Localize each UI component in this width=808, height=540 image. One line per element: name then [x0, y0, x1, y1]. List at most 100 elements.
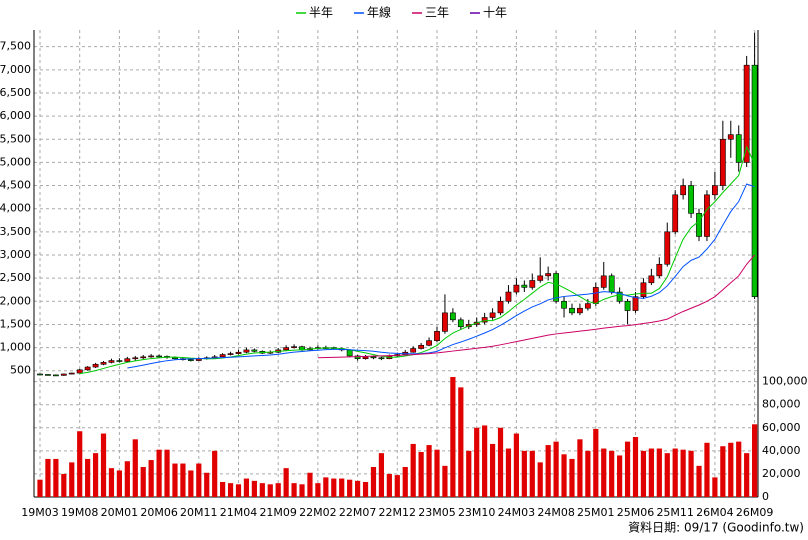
x-tick-label: 22M07 [339, 506, 377, 519]
volume-bar [632, 437, 639, 497]
candle-body [124, 358, 131, 362]
volume-bar [418, 452, 424, 497]
volume-bar [196, 463, 202, 497]
x-tick-label: 26M04 [696, 506, 734, 519]
volume-bar [307, 472, 313, 497]
candle-body [672, 194, 679, 233]
volume-bar [617, 455, 623, 497]
volume-bar [212, 450, 218, 497]
candle-body [457, 319, 464, 328]
candle-body [442, 312, 448, 332]
x-tick-label: 21M04 [220, 506, 258, 519]
volume-bar [537, 462, 543, 497]
candle-body [481, 317, 488, 323]
volume-bar [204, 472, 210, 497]
volume-bar [434, 449, 440, 497]
candle-body [664, 231, 671, 265]
volume-bar [450, 377, 456, 497]
volume-bar [323, 477, 329, 497]
volume-bar [188, 470, 194, 497]
volume-bar [672, 448, 678, 497]
x-tick-label: 20M11 [180, 506, 218, 519]
volume-bar [601, 448, 607, 497]
volume-bar [561, 454, 567, 497]
volume-bar [164, 449, 170, 497]
volume-bar [92, 453, 99, 497]
candle-body [362, 356, 369, 360]
candle-body [696, 213, 702, 237]
y-tick-label: 5,500 [0, 132, 31, 145]
candle-body [489, 312, 496, 318]
volume-bar [624, 441, 631, 497]
y-tick-label: 3,000 [0, 248, 31, 261]
volume-bar [116, 470, 122, 497]
y-tick-label: 6,000 [0, 109, 31, 122]
candle-body [243, 349, 250, 353]
candle-body [52, 374, 59, 377]
volume-bar [299, 484, 305, 497]
volume-bar [259, 483, 265, 497]
y-tick-label: 4,500 [0, 179, 31, 192]
volume-bar [77, 431, 83, 497]
candle-body [140, 356, 147, 359]
volume-bar [85, 458, 91, 497]
legend-label: 半年 [309, 6, 333, 20]
y-tick-label: 3,500 [0, 225, 31, 238]
volume-bar [251, 480, 257, 497]
candle-body [711, 185, 718, 196]
candle-body [545, 273, 552, 277]
volume-bar [235, 484, 242, 497]
candle-body [92, 363, 99, 368]
volume-bar [347, 479, 353, 497]
volume-bar [688, 450, 694, 497]
candle-body [656, 263, 663, 277]
candle-body [410, 348, 417, 353]
volume-bar [370, 467, 377, 497]
volume-bar [243, 478, 250, 497]
volume-bar [458, 387, 464, 497]
candle-body [346, 349, 353, 357]
y2-tick-label: 60,000 [762, 421, 801, 434]
volume-bar [394, 475, 400, 497]
candle-body [84, 366, 91, 371]
y2-tick-label: 80,000 [762, 398, 801, 411]
volume-bar [521, 450, 527, 497]
y-tick-label: 2,500 [0, 271, 31, 284]
x-tick-label: 25M11 [656, 506, 694, 519]
x-tick-label: 20M01 [101, 506, 139, 519]
candle-body [116, 360, 123, 362]
candle-body [227, 353, 234, 355]
candle-body [108, 360, 115, 363]
volume-bar [482, 425, 488, 497]
volume-bar [529, 450, 535, 497]
volume-bar [291, 483, 297, 497]
y-tick-label: 5,000 [0, 155, 31, 168]
volume-bar [442, 465, 448, 497]
candle-body [561, 300, 567, 309]
candle-body [434, 331, 440, 341]
candle-body [577, 307, 583, 314]
volume-bar [100, 433, 107, 497]
candle-body [378, 357, 385, 360]
volume-bar [362, 482, 369, 497]
volume-bar [386, 473, 392, 497]
y-tick-label: 1,000 [0, 341, 31, 354]
candle-body [537, 275, 544, 281]
x-tick-label: 22M12 [379, 506, 417, 519]
volume-bar [736, 441, 742, 497]
source-note: 資料日期: 09/17 (Goodinfo.tw) [628, 521, 804, 535]
candle-body [291, 346, 297, 348]
y2-tick-label: 100,000 [762, 375, 808, 388]
volume-bar [53, 458, 59, 497]
candle-body [735, 134, 742, 163]
volume-bar [569, 458, 575, 497]
candle-body [727, 134, 734, 140]
candle-body [235, 351, 242, 354]
candle-body [569, 307, 575, 314]
y-tick-label: 2,000 [0, 294, 31, 307]
x-tick-label: 26M09 [736, 506, 774, 519]
candle-body [640, 282, 647, 297]
volume-bar [108, 468, 115, 497]
volume-bar [410, 443, 416, 497]
